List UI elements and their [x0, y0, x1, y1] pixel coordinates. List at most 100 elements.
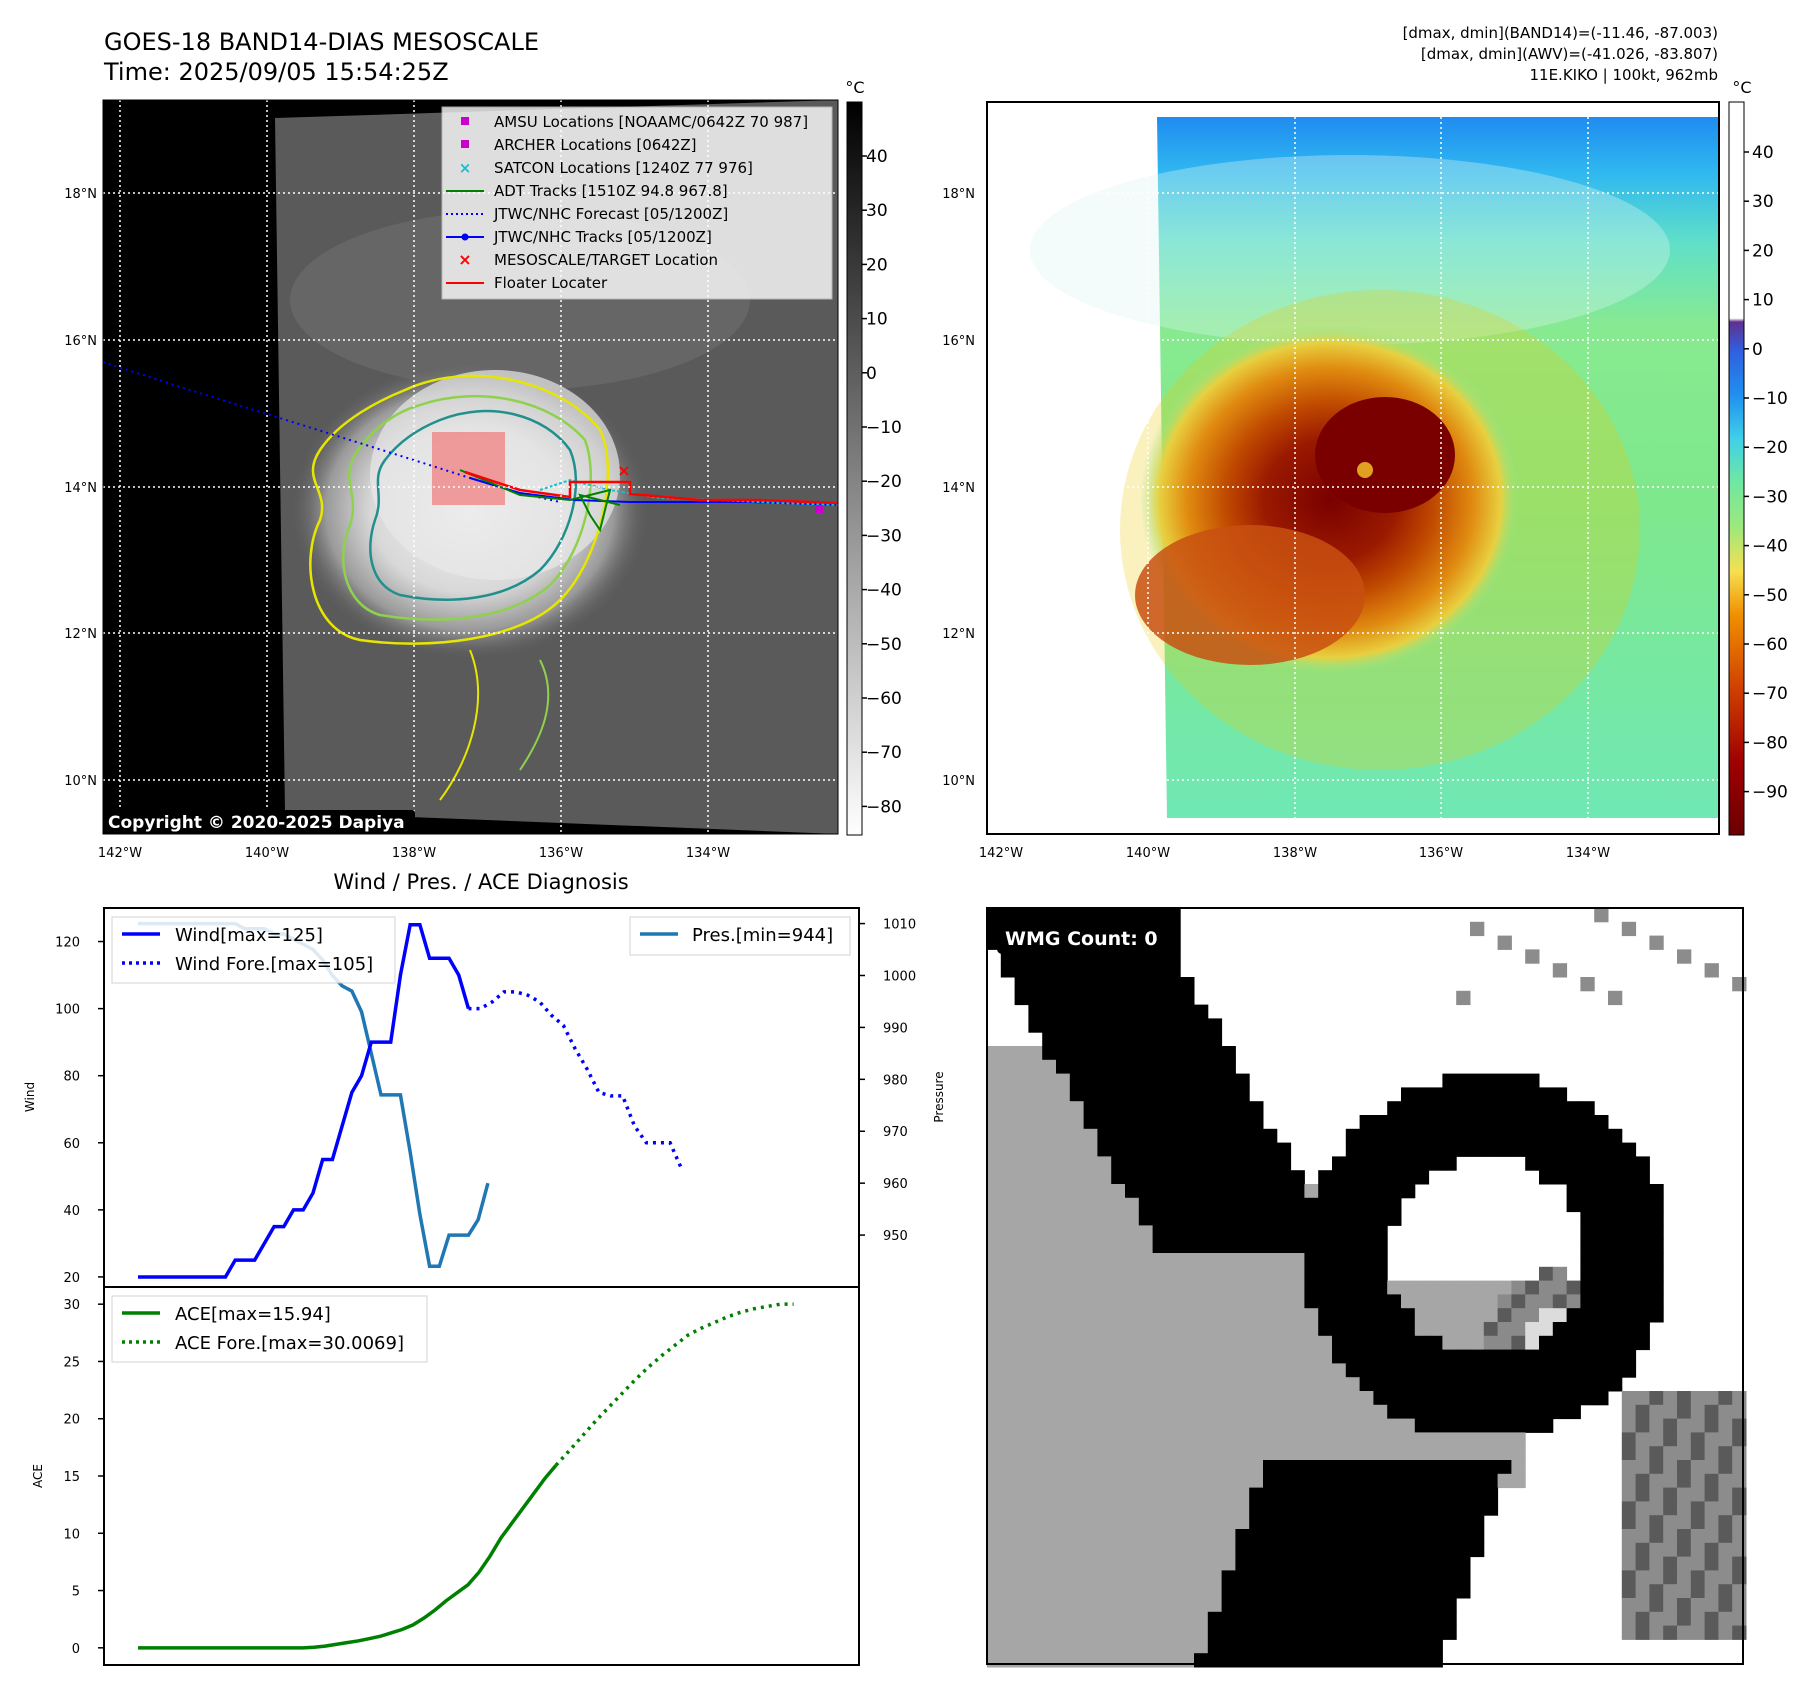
wmg-cell	[1042, 1239, 1057, 1254]
wmg-cell	[1497, 1322, 1512, 1337]
wmg-cell	[1028, 1501, 1043, 1516]
wmg-cell	[1456, 1418, 1471, 1433]
wmg-cell	[1083, 1004, 1098, 1019]
wmg-cell	[1221, 1197, 1236, 1213]
wmg-cell	[1414, 1542, 1430, 1558]
wmg-cell	[1497, 1101, 1512, 1116]
legend-pres: Pres.[min=944]	[692, 925, 833, 946]
wmg-cell	[1318, 1556, 1333, 1571]
wmg-cell	[1125, 1515, 1140, 1530]
wmg-cell	[1000, 1308, 1016, 1323]
wmg-cell	[1235, 1294, 1250, 1309]
wmg-panel: WMG Count: 0	[986, 907, 1747, 1668]
wmg-cell	[1263, 1266, 1278, 1282]
wmg-cell	[1387, 1515, 1402, 1530]
wmg-cell	[1718, 1418, 1733, 1433]
wmg-cell	[1401, 1556, 1416, 1571]
wmg-cell	[1318, 1446, 1333, 1461]
wmg-cell	[1263, 1404, 1278, 1420]
wmg-cell	[1221, 1584, 1236, 1599]
lat-label: 12°N	[64, 627, 97, 642]
wmg-cell	[1359, 1266, 1374, 1282]
wmg-cell	[1276, 1570, 1292, 1585]
wmg-cell	[1345, 1487, 1361, 1502]
wmg-cell	[1621, 1391, 1637, 1406]
legend-wind: Wind[max=125]	[175, 925, 323, 946]
wmg-cell	[1663, 1391, 1678, 1406]
wmg-cell	[1194, 1473, 1209, 1489]
wmg-cell	[1166, 1253, 1181, 1268]
wmg-cell	[1152, 1239, 1167, 1254]
satcon-track	[539, 478, 838, 506]
wmg-cell	[1718, 1487, 1733, 1502]
wmg-cell	[1525, 1073, 1540, 1088]
wmg-cell	[1552, 1266, 1568, 1282]
wmg-cell	[1428, 1473, 1443, 1489]
wmg-cell	[1442, 1611, 1457, 1627]
wmg-cell	[987, 1473, 1002, 1489]
wmg-cell	[1028, 977, 1043, 992]
wmg-cell	[1056, 1515, 1071, 1530]
wmg-cell	[1235, 1308, 1250, 1323]
wmg-cell	[1359, 1170, 1374, 1185]
wmg-cell	[1083, 1197, 1098, 1213]
wmg-cell	[1373, 1639, 1388, 1654]
wmg-cell	[1152, 1308, 1167, 1323]
wmg-cell	[1207, 1073, 1223, 1088]
wmg-cell	[1125, 1004, 1140, 1019]
ir-colorbar-tick-label: 20	[866, 255, 888, 275]
wmg-cell	[1249, 1653, 1264, 1668]
wind-ytick-label: 60	[63, 1137, 80, 1152]
wmg-cell	[1552, 1142, 1568, 1157]
wmg-cell	[1028, 1253, 1043, 1268]
wmg-cell	[1263, 1363, 1278, 1378]
wmg-cell	[1373, 1128, 1388, 1144]
wmg-cell	[1387, 1211, 1402, 1226]
wmg-cell	[1042, 1349, 1057, 1364]
wmg-cell	[1718, 1542, 1733, 1558]
legend-adt: ADT Tracks [1510Z 94.8 967.8]	[494, 182, 728, 200]
wmg-cell	[1635, 1501, 1650, 1516]
wmg-cell	[1221, 1308, 1236, 1323]
wmg-cell	[1483, 1501, 1499, 1516]
awv-eye	[1357, 462, 1373, 478]
wmg-cell	[1138, 1446, 1154, 1461]
wmg-cell	[1042, 1377, 1057, 1392]
wmg-cell	[1138, 1639, 1154, 1654]
wmg-cell	[1704, 1529, 1719, 1544]
wmg-cell	[1373, 1487, 1388, 1502]
wmg-cell	[1539, 1418, 1554, 1433]
wmg-cell	[1097, 1473, 1112, 1489]
lat-label: 16°N	[64, 334, 97, 349]
wmg-cell	[1345, 1335, 1361, 1351]
wmg-cell	[1594, 1170, 1609, 1185]
wmg-cell	[1621, 1556, 1637, 1571]
wmg-cell	[987, 1156, 1002, 1171]
wmg-cell	[1566, 1322, 1581, 1337]
wmg-cell	[1456, 1142, 1471, 1157]
wmg-cell	[1428, 1487, 1443, 1502]
wmg-cell	[1152, 1418, 1167, 1433]
wmg-cell	[1221, 1322, 1236, 1337]
wmg-cell	[1345, 1280, 1361, 1295]
ace-ytick-label: 25	[63, 1355, 80, 1370]
wmg-cell	[1125, 1363, 1140, 1378]
wmg-cell	[1249, 1542, 1264, 1558]
wmg-cell	[1318, 1404, 1333, 1420]
wmg-cell	[1304, 1404, 1319, 1420]
wmg-cell	[1221, 1487, 1236, 1502]
wmg-cell	[1125, 977, 1140, 992]
wmg-cell	[1263, 1253, 1278, 1268]
wmg-cell	[1401, 1611, 1416, 1627]
wmg-cell	[1332, 1515, 1347, 1530]
wmg-cell	[1138, 1418, 1154, 1433]
wmg-cell	[1000, 1515, 1016, 1530]
wmg-cell	[1207, 1170, 1223, 1185]
wmg-cell	[1180, 1515, 1195, 1530]
legend-archer-marker	[461, 140, 469, 148]
wmg-cell	[1621, 1308, 1637, 1323]
wmg-cell	[1318, 1542, 1333, 1558]
wmg-cell	[1111, 1266, 1126, 1282]
wmg-cell	[1042, 1046, 1057, 1061]
wmg-cell	[1718, 1598, 1733, 1613]
